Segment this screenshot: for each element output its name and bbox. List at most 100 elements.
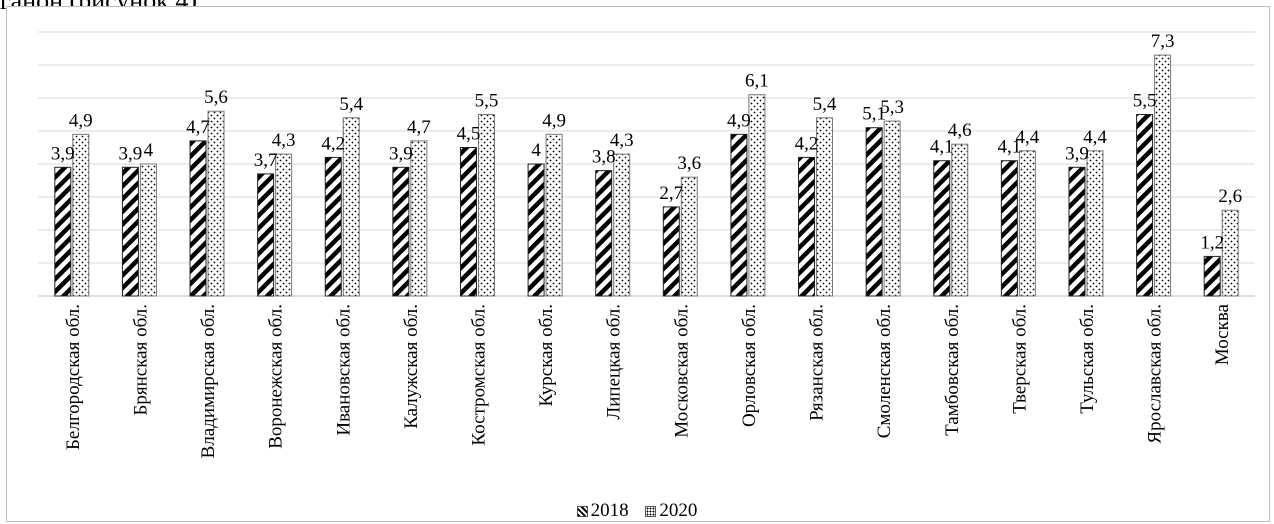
value-label-2018: 4,9 [727,110,751,131]
legend-item-2020: 2020 [645,500,697,522]
legend-item-2018: 2018 [576,500,629,522]
value-label-2018: 3,8 [592,147,616,168]
legend: 2018 2020 [0,500,1274,523]
value-label-2020: 3,6 [677,153,701,174]
value-label-2018: 4,1 [997,137,1021,158]
value-label-2018: 4 [531,140,541,161]
bar-2018 [865,127,883,297]
category-label: Липецкая обл. [604,304,625,420]
legend-label-2020: 2020 [659,500,698,521]
value-label-2018: 3,9 [1065,143,1089,164]
bar-2018 [1136,114,1154,297]
bar-2018 [121,166,139,297]
bar-2020 [72,133,90,297]
category-label: Брянская обл. [130,304,151,416]
bar-2018 [392,166,410,297]
bar-2020 [207,110,225,297]
bar-2018 [54,166,72,297]
bar-2020 [816,117,834,297]
legend-swatch-stripes-icon [576,505,588,517]
value-label-2020: 5,6 [204,87,228,108]
bar-2020 [613,153,631,297]
category-label: Владимирская обл. [198,304,219,458]
value-label-2018: 4,2 [321,133,345,154]
category-label: Тамбовская обл. [942,304,963,436]
category-labels-group: Белгородская обл. Брянская обл. Владимирск… [63,303,1233,458]
bar-2020 [1018,150,1036,297]
value-label-2018: 3,9 [389,143,413,164]
category-label: Курская обл. [536,304,557,406]
value-label-2020: 5,3 [880,97,904,118]
value-label-2020: 4,4 [1083,127,1107,148]
value-label-2020: 5,4 [339,94,363,115]
bar-2020 [139,163,157,297]
category-label: Рязанская обл. [807,304,828,421]
value-label-2018: 4,7 [186,117,210,138]
value-label-2020: 4 [144,140,154,161]
value-label-2018: 3,9 [51,143,75,164]
value-label-2020: 4,3 [272,130,296,151]
bar-2018 [257,173,275,297]
value-labels-group: 3,94,93,9 44,75,63,74,3 4,25,43,94,7 4,55,5… [51,31,1242,253]
bar-2018 [1068,166,1086,297]
bar-2018 [324,156,342,297]
value-label-2018: 1,2 [1200,232,1224,253]
category-label: Тульская обл. [1077,304,1098,414]
category-label: Костромская обл. [468,304,489,446]
bar-2020 [1086,150,1104,297]
category-label: Смоленская обл. [874,304,895,438]
bar-2020 [275,153,293,297]
bar-2020 [883,120,901,297]
bar-2018 [662,206,680,297]
value-label-2018: 4,5 [457,124,481,145]
bar-2020 [477,114,495,297]
bar-2018 [730,133,748,297]
bar-2020 [342,117,360,297]
value-label-2020: 4,9 [69,110,93,131]
value-label-2018: 3,9 [119,143,143,164]
value-label-2020: 7,3 [1151,31,1175,52]
value-label-2018: 4,2 [795,133,819,154]
value-label-2020: 2,6 [1218,186,1242,207]
value-label-2018: 3,7 [254,150,278,171]
category-label: Калужская обл. [401,304,422,429]
value-label-2018: 4,1 [930,137,954,158]
bar-2018 [933,160,951,297]
category-label: Москва [1212,303,1233,365]
bar-2020 [680,176,698,297]
category-label: Воронежская обл. [266,304,287,449]
value-label-2020: 4,9 [542,110,566,131]
bar-2018 [595,170,613,297]
bar-2018 [459,147,477,297]
value-label-2018: 5,1 [862,104,886,125]
bar-2018 [1203,255,1221,297]
value-label-2018: 2,7 [659,183,683,204]
value-label-2020: 4,7 [407,117,431,138]
bars-group [54,54,1239,297]
bar-2020 [1221,209,1239,297]
value-label-2020: 5,5 [475,91,499,112]
bar-2018 [798,156,816,297]
category-label: Ярославская обл. [1145,304,1166,444]
value-label-2020: 4,4 [1015,127,1039,148]
bar-2018 [189,140,207,297]
legend-label-2018: 2018 [590,500,629,521]
value-label-2020: 4,3 [610,130,634,151]
gridlines [38,31,1255,297]
category-label: Тверская обл. [1009,304,1030,414]
legend-swatch-dots-icon [645,505,657,517]
category-label: Ивановская обл. [333,304,354,436]
category-label: Белгородская обл. [63,304,84,450]
bar-2020 [748,94,766,297]
value-label-2020: 5,4 [813,94,837,115]
category-label: Московская обл. [671,304,692,438]
bar-2020 [410,140,428,297]
value-label-2018: 5,5 [1133,91,1157,112]
bar-2020 [545,133,563,297]
bar-2020 [1154,54,1172,297]
bar-2018 [527,163,545,297]
value-label-2020: 4,6 [948,120,972,141]
value-label-2020: 6,1 [745,71,769,92]
bar-2018 [1000,160,1018,297]
